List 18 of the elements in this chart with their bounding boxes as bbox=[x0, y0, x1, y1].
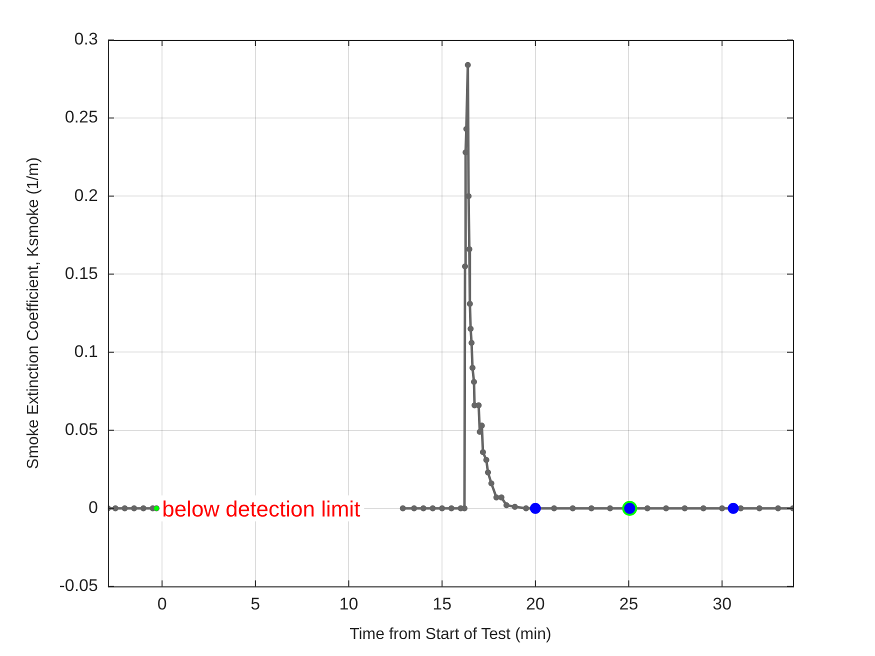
x-tick-label: 0 bbox=[157, 594, 167, 614]
y-tick-label: 0.2 bbox=[74, 186, 98, 205]
x-tick-label: 15 bbox=[432, 594, 452, 614]
x-tick-label: 30 bbox=[712, 594, 732, 614]
y-tick-label: 0.3 bbox=[74, 30, 98, 49]
y-tick-label: -0.05 bbox=[59, 576, 98, 596]
y-tick-label: 0.1 bbox=[74, 342, 98, 361]
x-tick-label: 5 bbox=[250, 594, 260, 614]
y-tick-label: 0.25 bbox=[64, 108, 98, 127]
x-tick-label: 25 bbox=[619, 594, 638, 614]
y-tick-label: 0.05 bbox=[64, 420, 98, 439]
y-axis-title: Smoke Extinction Coefficient, Ksmoke (1/m) bbox=[25, 157, 42, 470]
y-tick-label: 0 bbox=[88, 498, 98, 518]
x-tick-label: 20 bbox=[526, 594, 545, 614]
y-tick-label: 0.15 bbox=[64, 264, 98, 283]
x-tick-label: 10 bbox=[339, 594, 358, 614]
x-axis-title: Time from Start of Test (min) bbox=[350, 626, 552, 643]
annotation: below detection limit bbox=[162, 496, 360, 522]
